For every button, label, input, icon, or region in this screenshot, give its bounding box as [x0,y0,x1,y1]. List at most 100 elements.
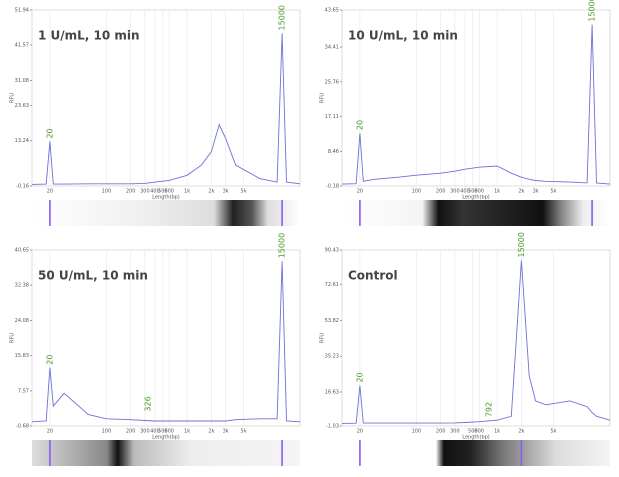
y-tick-label: 7.57 [18,388,29,394]
peak-label: 15000 [278,5,287,30]
peak-label: 15000 [278,233,287,258]
gel-marker-band [591,200,593,226]
x-tick-label: 100 [412,189,422,195]
x-tick-label: 3k [533,189,539,195]
peak-label: 20 [355,120,364,130]
y-tick-label: 31.08 [15,78,29,84]
y-axis-label: RFU [10,93,16,103]
x-tick-label: 5k [551,429,557,435]
panel-title: Control [348,269,398,283]
peak-label: 792 [484,402,493,417]
x-tick-label: 100 [102,429,112,435]
x-tick-label: 600 [164,429,174,435]
x-tick-label: 500 [468,189,478,195]
x-tick-label: 300 [140,429,150,435]
x-tick-label: 600 [474,429,484,435]
y-axis-label: RFU [320,93,326,103]
x-tick-label: 200 [126,429,136,435]
gel-lane [32,440,300,466]
x-tick-label: 400 [150,189,160,195]
peak-label: 326 [143,396,152,411]
y-tick-label: 17.11 [325,114,339,120]
y-tick-label: 72.61 [325,282,339,288]
y-tick-label: 24.08 [15,318,29,324]
x-tick-label: 600 [474,189,484,195]
trace-line [341,260,611,424]
gel-lane [342,440,610,466]
y-tick-label: 16.63 [325,390,339,396]
gel-lane [342,200,610,226]
panel: -0.16 13.24 23.63 31.08 41.57 51.94 20 100 200 30… [10,5,301,226]
y-tick-label: 8.46 [328,149,339,155]
x-tick-label: 2k [518,429,524,435]
y-tick-label: 34.41 [325,45,339,51]
y-tick-label: 43.65 [325,8,339,14]
x-tick-label: 20 [47,189,53,195]
x-tick-label: 3k [223,189,229,195]
plot-frame [31,9,301,187]
gel-marker-band [49,440,51,466]
peak-label: 20 [355,372,364,382]
gel-marker-band [281,440,283,466]
y-axis-label: RFU [320,333,326,343]
x-tick-label: 100 [102,189,112,195]
plot-frame [31,249,301,427]
y-tick-label: 41.57 [15,43,29,49]
x-axis-label: Length(bp) [462,195,490,201]
y-tick-label: 40.65 [15,248,29,254]
x-axis-label: Length(bp) [152,195,180,201]
x-tick-label: 20 [47,429,53,435]
y-axis-label: RFU [10,333,16,343]
gel-marker-band [359,440,361,466]
x-tick-label: 20 [357,189,363,195]
y-tick-label: 90.43 [325,248,339,254]
x-tick-label: 300 [450,429,460,435]
x-tick-label: 200 [126,189,136,195]
x-tick-label: 500 [468,429,478,435]
x-tick-label: 5k [241,429,247,435]
x-tick-label: 400 [460,189,470,195]
x-tick-label: 2k [208,429,214,435]
x-tick-label: 600 [164,189,174,195]
panel: -0.18 8.46 17.11 25.76 34.41 43.65 20 100 200 300… [320,0,611,226]
y-tick-label: 13.24 [15,138,29,144]
gel-marker-band [520,440,523,466]
trace-line [31,33,301,185]
y-tick-label: 53.82 [325,318,339,324]
gel-lane [32,200,300,226]
y-tick-label: 25.76 [325,79,339,85]
peak-label: 15000 [588,0,597,22]
y-tick-label: 51.94 [15,8,29,14]
x-tick-label: 20 [357,429,363,435]
x-tick-label: 1k [184,429,190,435]
panel-title: 1 U/mL, 10 min [38,29,140,43]
panel: -1.03 16.63 35.23 53.82 72.61 90.43 20 100 200 30… [320,232,611,466]
panel: -0.68 7.57 15.83 24.08 32.38 40.65 20 100 200 300… [10,233,301,466]
gel-marker-band [49,200,51,226]
plot-frame [341,249,611,427]
x-tick-label: 400 [150,429,160,435]
x-axis-label: Length(bp) [462,435,490,441]
x-tick-label: 5k [241,189,247,195]
x-tick-label: 500 [158,189,168,195]
x-tick-label: 1k [494,429,500,435]
gel-marker-band [281,200,283,226]
x-tick-label: 200 [436,429,446,435]
trace-line [31,261,301,423]
gel-marker-band [359,200,361,226]
x-tick-label: 300 [450,189,460,195]
x-tick-label: 300 [140,189,150,195]
x-axis-label: Length(bp) [152,435,180,441]
x-tick-label: 1k [494,189,500,195]
x-tick-label: 2k [208,189,214,195]
x-tick-label: 3k [223,429,229,435]
panel-title: 50 U/mL, 10 min [38,269,148,283]
plot-frame [341,9,611,187]
y-tick-label: 15.83 [15,353,29,359]
x-tick-label: 500 [158,429,168,435]
x-tick-label: 2k [518,189,524,195]
y-tick-label: -0.68 [16,424,29,430]
y-tick-label: -0.16 [16,184,29,190]
